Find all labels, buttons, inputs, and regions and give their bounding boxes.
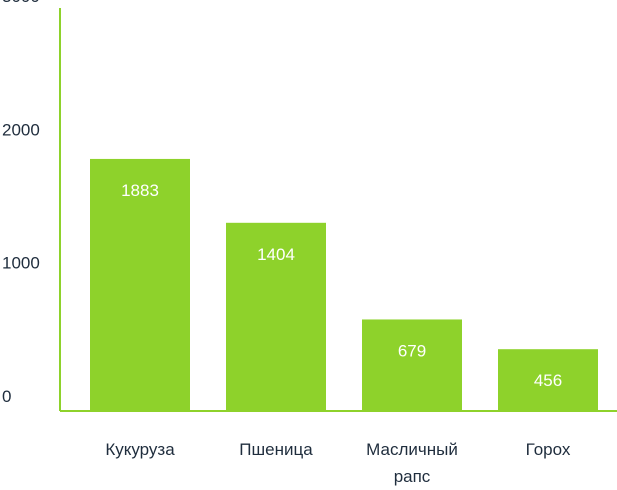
category-label: Горох bbox=[526, 440, 571, 459]
bar bbox=[226, 222, 326, 410]
category-labels: Кукуруза Пшеница Масличный рапс Горох bbox=[105, 440, 571, 486]
data-label: 679 bbox=[398, 341, 426, 360]
data-label: 456 bbox=[534, 371, 562, 390]
y-tick-label: 3000 bbox=[2, 0, 40, 6]
data-label: 1404 bbox=[257, 245, 295, 264]
y-tick-label: 2000 bbox=[2, 120, 40, 139]
y-tick-label: 1000 bbox=[2, 254, 40, 273]
category-label: Кукуруза bbox=[105, 440, 175, 459]
category-label: рапс bbox=[394, 467, 431, 486]
category-label: Пшеница bbox=[239, 440, 313, 459]
y-axis-ticks: 0 1000 2000 3000 bbox=[2, 0, 40, 406]
category-label: Масличный bbox=[366, 440, 458, 459]
data-labels: 1883 1404 679 456 bbox=[121, 181, 562, 390]
bars bbox=[90, 158, 598, 410]
bar bbox=[90, 158, 190, 410]
data-label: 1883 bbox=[121, 181, 159, 200]
y-tick-label: 0 bbox=[2, 387, 11, 406]
bar bbox=[498, 349, 598, 410]
bar bbox=[362, 319, 462, 410]
